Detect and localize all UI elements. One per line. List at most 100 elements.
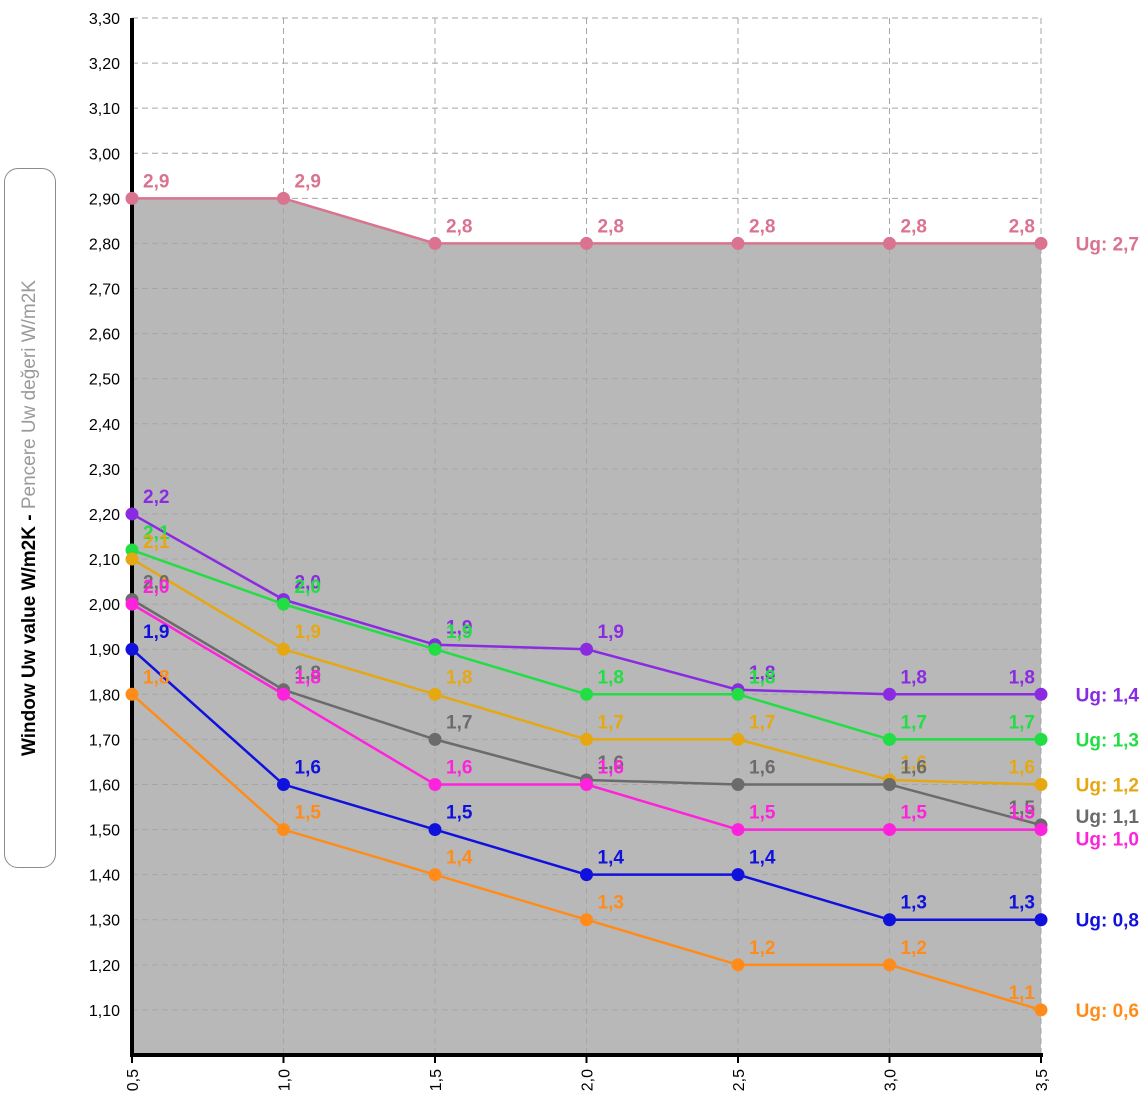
data-label: 1,3 <box>598 893 624 914</box>
y-tick-label: 3,20 <box>89 56 120 73</box>
y-tick-label: 3,10 <box>89 101 120 118</box>
data-point <box>580 777 593 791</box>
y-tick-label: 2,40 <box>89 417 120 434</box>
data-point <box>580 732 593 746</box>
data-label: 1,8 <box>295 663 321 684</box>
data-point <box>277 642 290 656</box>
data-point <box>883 732 896 746</box>
y-tick-label: 2,60 <box>89 327 120 344</box>
x-tick-label: 3,0 <box>883 1069 900 1091</box>
data-point <box>428 687 442 701</box>
y-tick-label: 1,50 <box>89 823 120 840</box>
data-point <box>428 236 442 250</box>
data-label: 1,2 <box>749 938 775 959</box>
data-label: 1,8 <box>143 667 169 688</box>
y-tick-label: 2,20 <box>89 507 120 524</box>
data-point <box>580 236 593 250</box>
data-label: 2,1 <box>143 532 170 553</box>
data-point <box>277 687 290 701</box>
data-label: 1,9 <box>598 622 624 643</box>
y-tick-label: 2,50 <box>89 372 120 389</box>
data-label: 2,9 <box>295 171 321 192</box>
y-tick-label: 2,10 <box>89 552 120 569</box>
data-point <box>277 597 290 611</box>
data-point <box>277 191 290 205</box>
data-point <box>883 958 896 972</box>
data-label: 1,7 <box>901 712 927 733</box>
data-point <box>428 777 442 791</box>
series-end-label: Ug: 2,7 <box>1076 234 1139 255</box>
data-point <box>731 958 745 972</box>
data-label: 1,9 <box>446 622 472 643</box>
y-tick-label: 1,80 <box>89 687 120 704</box>
data-label: 1,5 <box>1009 798 1036 819</box>
data-point <box>1034 913 1048 927</box>
data-label: 2,0 <box>143 573 169 594</box>
data-point <box>428 642 442 656</box>
y-tick-label: 3,30 <box>89 11 120 28</box>
data-label: 1,5 <box>1009 803 1036 824</box>
data-label: 1,8 <box>901 667 927 688</box>
data-label: 1,6 <box>446 757 472 778</box>
data-label: 1,9 <box>446 618 472 639</box>
y-tick-label: 2,70 <box>89 282 120 299</box>
y-tick-label: 2,00 <box>89 597 120 614</box>
data-point <box>731 236 745 250</box>
series-end-label: Ug: 1,4 <box>1076 685 1140 706</box>
data-point <box>428 868 442 882</box>
data-point <box>1034 777 1048 791</box>
data-point <box>731 732 745 746</box>
data-label: 2,0 <box>295 577 321 598</box>
data-point <box>125 642 139 656</box>
y-tick-label: 2,30 <box>89 462 120 479</box>
area-fill <box>132 198 1041 1055</box>
y-tick-label: 2,80 <box>89 236 120 253</box>
data-label: 1,9 <box>143 622 169 643</box>
data-label: 2,9 <box>143 171 169 192</box>
data-label: 1,5 <box>901 803 928 824</box>
y-tick-label: 1,90 <box>89 642 120 659</box>
data-label: 1,4 <box>446 848 473 869</box>
data-label: 1,6 <box>598 757 624 778</box>
data-label: 1,8 <box>1009 667 1035 688</box>
data-point <box>125 543 139 557</box>
y-tick-label: 1,20 <box>89 958 120 975</box>
data-point <box>883 687 896 701</box>
data-label: 2,8 <box>1009 216 1035 237</box>
data-point <box>1034 732 1048 746</box>
data-label: 1,6 <box>901 757 927 778</box>
y-tick-label: 1,30 <box>89 913 120 930</box>
data-label: 1,1 <box>1009 983 1036 1004</box>
data-point <box>731 687 745 701</box>
x-tick-label: 2,5 <box>731 1069 748 1091</box>
data-point <box>125 687 139 701</box>
data-point <box>731 777 745 791</box>
series-end-label: Ug: 1,2 <box>1076 775 1139 796</box>
data-label: 1,4 <box>749 848 776 869</box>
y-tick-label: 1,10 <box>89 1003 120 1020</box>
data-point <box>277 777 290 791</box>
y-tick-label: 1,40 <box>89 868 120 885</box>
data-label: 1,3 <box>1009 893 1035 914</box>
data-point <box>1034 236 1048 250</box>
series-end-label: Ug: 1,3 <box>1076 730 1139 751</box>
data-label: 1,6 <box>295 757 321 778</box>
data-label: 1,4 <box>598 848 625 869</box>
series-end-label: Ug: 1,1 <box>1076 807 1140 828</box>
series-end-label: Ug: 1,0 <box>1076 830 1139 851</box>
data-point <box>883 236 896 250</box>
x-tick-label: 1,0 <box>277 1069 294 1091</box>
data-label: 1,8 <box>749 667 775 688</box>
data-point <box>1034 687 1048 701</box>
data-label: 1,5 <box>446 803 473 824</box>
y-tick-label: 1,60 <box>89 777 120 794</box>
series-end-label: Ug: 0,8 <box>1076 911 1139 932</box>
x-tick-label: 2,0 <box>580 1069 597 1091</box>
x-tick-label: 3,5 <box>1034 1069 1051 1091</box>
data-label: 2,1 <box>143 523 170 544</box>
y-tick-label: 1,70 <box>89 732 120 749</box>
data-point <box>125 597 139 611</box>
data-label: 1,5 <box>749 803 776 824</box>
data-label: 1,3 <box>901 893 927 914</box>
